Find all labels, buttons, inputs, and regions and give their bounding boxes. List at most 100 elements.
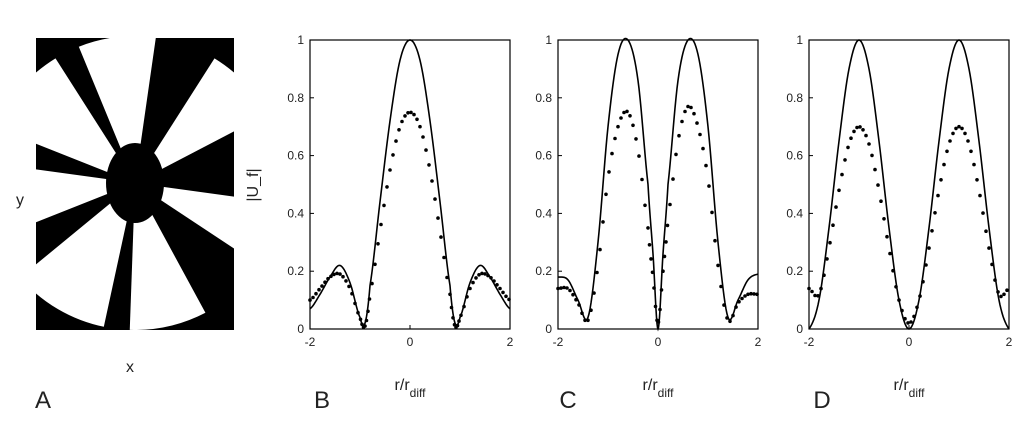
panel-d-dot [951, 131, 955, 136]
panel-a-mask [36, 38, 234, 330]
panel-b-dot [430, 179, 434, 183]
panel-c-dot [637, 154, 641, 158]
panel-b-dot [344, 279, 348, 283]
panel-d-dot [915, 305, 919, 310]
panel-d-dot [948, 139, 952, 143]
panel-d-dot [933, 211, 937, 215]
panel-d-dot [810, 289, 814, 294]
panel-d-x-tick-label: 0 [906, 335, 913, 349]
panel-b-dot [358, 317, 363, 322]
panel-c-dot [640, 177, 644, 182]
panel-b-dot [403, 114, 407, 118]
panel-b-dot [445, 275, 449, 280]
panel-b-dot [397, 128, 401, 132]
panel-c-dot [652, 286, 656, 290]
panel-d-y-tick-label: 0 [796, 322, 803, 336]
panel-a-ylabel: y [16, 192, 24, 209]
panel-c-dot [707, 184, 711, 188]
panel-c-dot [598, 247, 602, 252]
panel-c-x-tick-label: -2 [553, 335, 564, 349]
panel-d: 00.20.40.60.81 -2 0 2 r/rdiff D [786, 33, 1012, 414]
mask-petal-upper-right [135, 58, 234, 183]
panel-b-y-tick-label: 0.4 [287, 206, 304, 220]
panel-c-dot [631, 123, 635, 128]
panel-c-dot [710, 210, 714, 215]
panel-d-dot [921, 279, 925, 284]
panel-c-dot [692, 111, 696, 116]
panel-c-y-tick-label: 0.4 [535, 206, 552, 220]
panel-b-dot [452, 322, 457, 327]
panel-d-dot [894, 285, 898, 289]
panel-c-dot [746, 292, 750, 297]
panel-c-dot [607, 170, 611, 174]
panel-b-dot [373, 262, 377, 267]
panel-c-dotted-curve [556, 104, 759, 324]
panel-c-dot [613, 136, 617, 141]
panel-c-y-tick-label: 0.8 [535, 91, 552, 105]
panel-c-dot [559, 286, 563, 290]
panel-d-x-tick-label: 2 [1006, 335, 1013, 349]
panel-c-dot [704, 163, 708, 168]
panel-d-dot [942, 162, 946, 167]
panel-d-dot [849, 136, 853, 140]
panel-b-dot [338, 272, 342, 276]
panel-c-dot [725, 316, 729, 320]
panel-d-dot [864, 133, 868, 138]
panel-c-y-tick-label: 0.2 [535, 264, 552, 278]
panel-c-dot [649, 257, 653, 261]
panel-c-dot [565, 286, 569, 290]
panel-b-dot [498, 286, 502, 291]
panel-c-dot [755, 292, 759, 297]
panel-c-dot [589, 308, 593, 313]
panel-d-y-tick-label: 0.2 [786, 264, 803, 278]
panel-b-dot [388, 168, 392, 172]
panel-b-dot [350, 291, 354, 296]
panel-d-dot [939, 178, 943, 182]
panel-c-dot [616, 124, 620, 129]
panel-d-dot [840, 172, 844, 177]
panel-b-dot [394, 139, 398, 143]
panel-c-dot [622, 110, 626, 115]
panel-c-dot [592, 291, 596, 295]
panel-c-dot [659, 288, 664, 292]
panel-c-y-ticks: 0 0.2 0.4 0.6 0.8 1 [535, 33, 562, 336]
panel-b-dot [415, 117, 419, 122]
panel-d-y-tick-label: 0.4 [786, 206, 803, 220]
panel-b-dot [427, 163, 431, 167]
panel-b-dot [391, 153, 395, 157]
panel-d-dot [918, 294, 922, 298]
panel-b-dot [421, 135, 425, 139]
panel-c-dot [686, 104, 690, 109]
panel-d-dot [1002, 292, 1006, 297]
panel-d-dot [867, 142, 871, 146]
panel-d-dot [906, 321, 910, 325]
panel-d-dot [831, 223, 835, 227]
panel-d-dot [990, 262, 994, 267]
panel-b-x-tick-label: 0 [407, 335, 414, 349]
panel-b-dot [455, 323, 460, 328]
panel-c-dot [556, 286, 560, 291]
panel-a-xlabel: x [126, 359, 134, 376]
panel-d-dot [807, 286, 811, 291]
panel-c-dot [671, 177, 675, 181]
panel-d-dot [987, 246, 991, 250]
panel-d-letter: D [813, 387, 830, 414]
panel-b-dot [367, 297, 372, 301]
panel-d-dot [912, 314, 916, 319]
panel-d-dot [882, 217, 886, 221]
panel-b-dot [382, 203, 386, 208]
panel-d-dot [843, 158, 847, 162]
panel-d-dot [1005, 288, 1009, 293]
panel-d-dot [846, 145, 850, 150]
panel-d-dot [936, 193, 940, 198]
panel-c-dot [713, 238, 717, 243]
mask-petal-lower-right [129, 183, 206, 330]
panel-d-dot [963, 131, 967, 136]
panel-d-dot [930, 229, 934, 233]
panel-d-y-tick-label: 0.8 [786, 91, 803, 105]
panel-d-dot [825, 257, 829, 261]
panel-d-dot [885, 234, 889, 239]
panel-c-dot [574, 297, 578, 302]
panel-d-x-tick-label: -2 [804, 335, 815, 349]
panel-c-dot [577, 303, 581, 307]
